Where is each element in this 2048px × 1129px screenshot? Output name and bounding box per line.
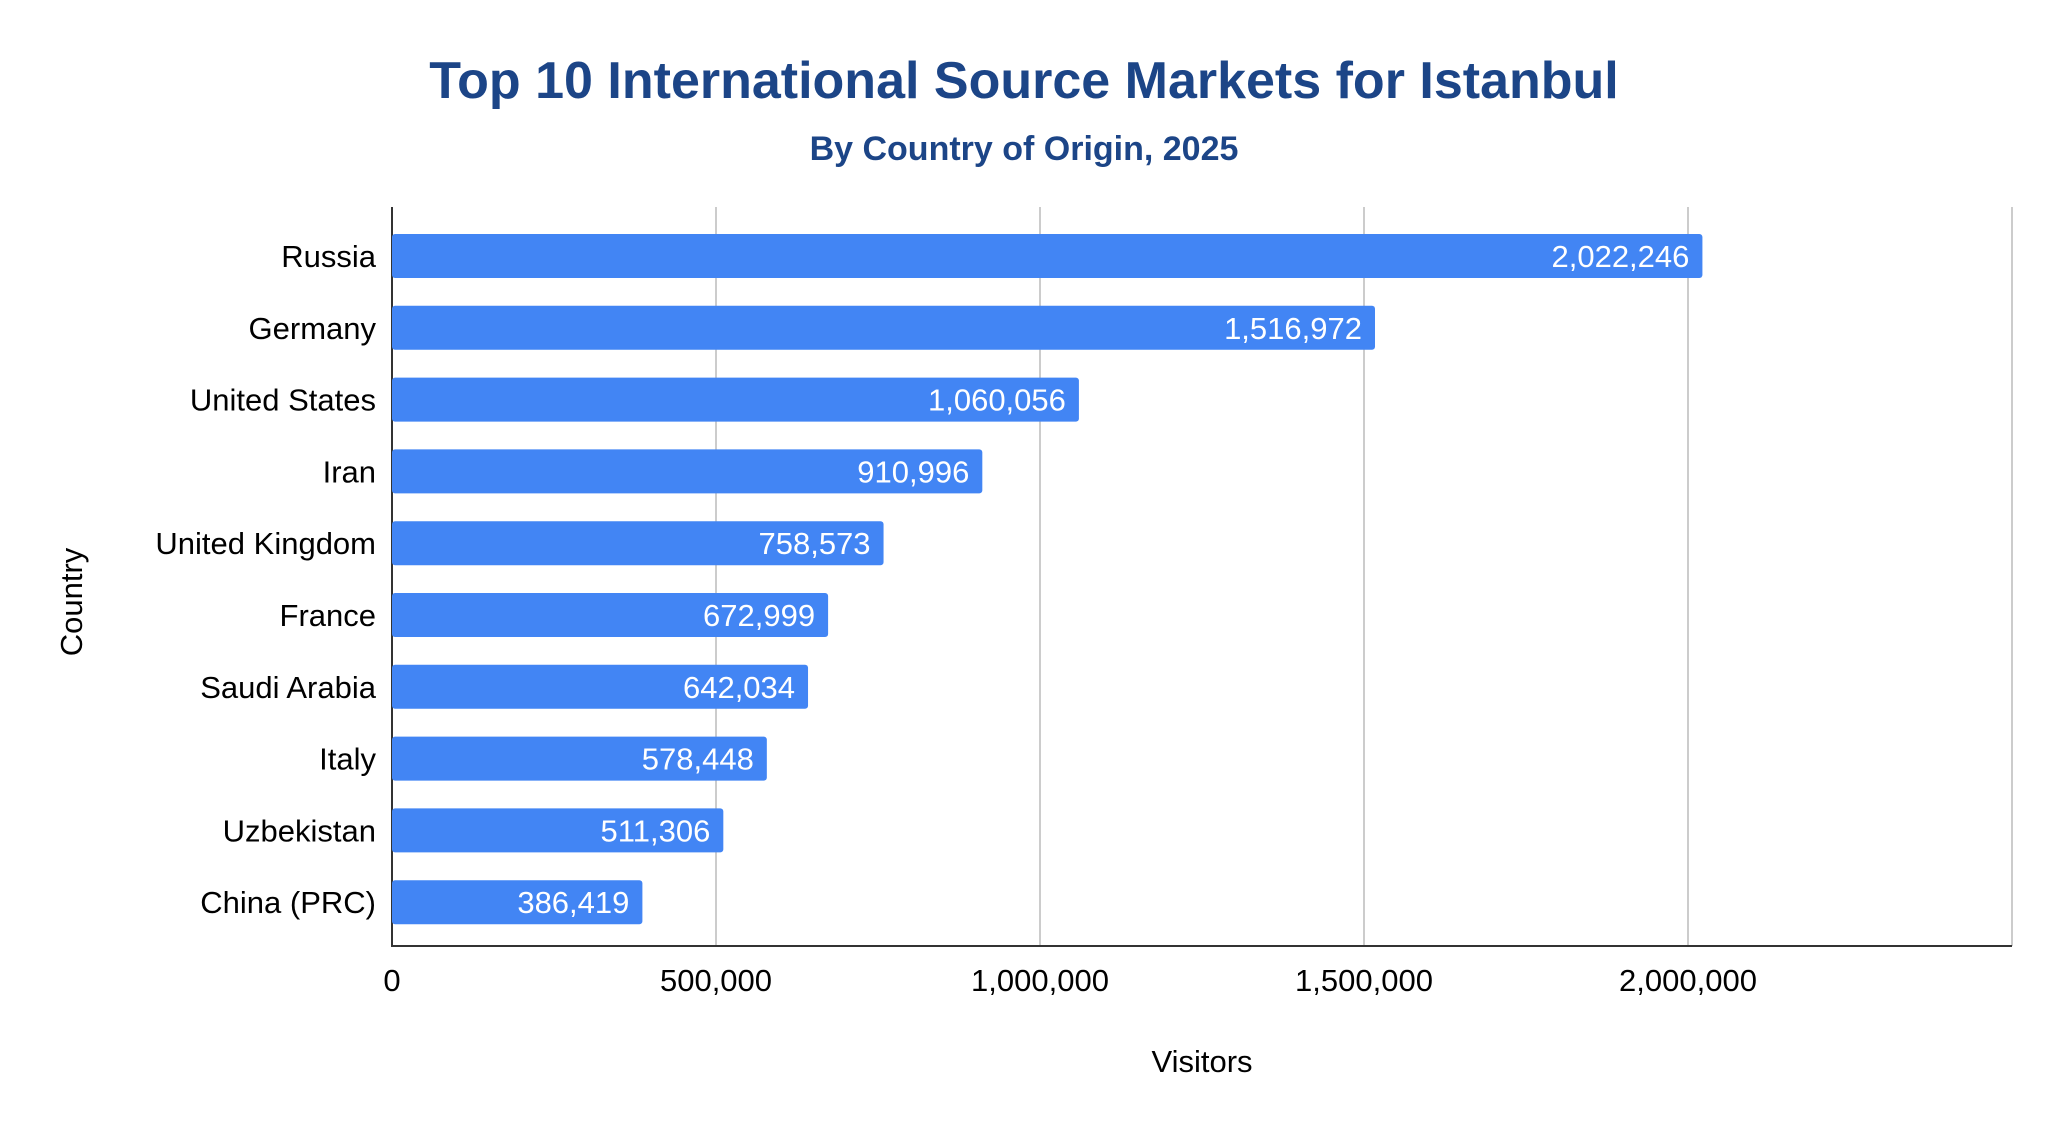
data-label: 386,419 [517, 885, 629, 920]
category-label: United Kingdom [155, 526, 376, 561]
category-label: China (PRC) [200, 885, 376, 920]
data-label: 672,999 [703, 598, 815, 633]
x-tick-label: 500,000 [660, 963, 772, 998]
bar [392, 664, 809, 709]
x-tick-labels: 0 500,000 1,000,000 1,500,000 2,000,000 [383, 963, 1757, 998]
category-label: Saudi Arabia [200, 670, 377, 705]
data-label: 1,516,972 [1224, 311, 1362, 346]
data-label: 910,996 [857, 454, 969, 489]
category-label: United States [190, 383, 376, 418]
bar [392, 593, 829, 637]
bar [392, 521, 884, 566]
bar [392, 234, 1703, 278]
x-tick-label: 1,500,000 [1295, 963, 1433, 998]
data-label: 2,022,246 [1551, 239, 1689, 274]
category-label: Iran [323, 454, 376, 489]
bars [392, 234, 1703, 925]
category-label: France [280, 598, 376, 633]
bar [392, 449, 983, 494]
bar [392, 736, 767, 781]
data-label: 578,448 [642, 742, 754, 777]
chart-subtitle: By Country of Origin, 2025 [810, 130, 1239, 168]
category-label: Russia [281, 239, 377, 274]
category-label: Italy [319, 742, 376, 777]
x-tick-label: 0 [383, 963, 400, 998]
data-label: 642,034 [683, 670, 795, 705]
bar [392, 305, 1375, 350]
data-labels: 2,022,246 1,516,972 1,060,056 910,996 758,57… [517, 239, 1689, 920]
category-label: Uzbekistan [223, 813, 376, 848]
category-labels: Russia Germany United States Iran United Kin… [155, 239, 376, 920]
x-tick-label: 1,000,000 [971, 963, 1109, 998]
bar [392, 377, 1079, 422]
chart-title: Top 10 International Source Markets for … [429, 52, 1618, 110]
y-axis-title: Country [54, 547, 89, 656]
data-label: 1,060,056 [928, 383, 1066, 418]
bar [392, 880, 643, 925]
data-label: 758,573 [758, 526, 870, 561]
bar [392, 808, 724, 853]
x-tick-label: 2,000,000 [1619, 963, 1757, 998]
data-label: 511,306 [601, 813, 711, 848]
x-axis-title: Visitors [1151, 1044, 1252, 1079]
category-label: Germany [249, 311, 377, 346]
